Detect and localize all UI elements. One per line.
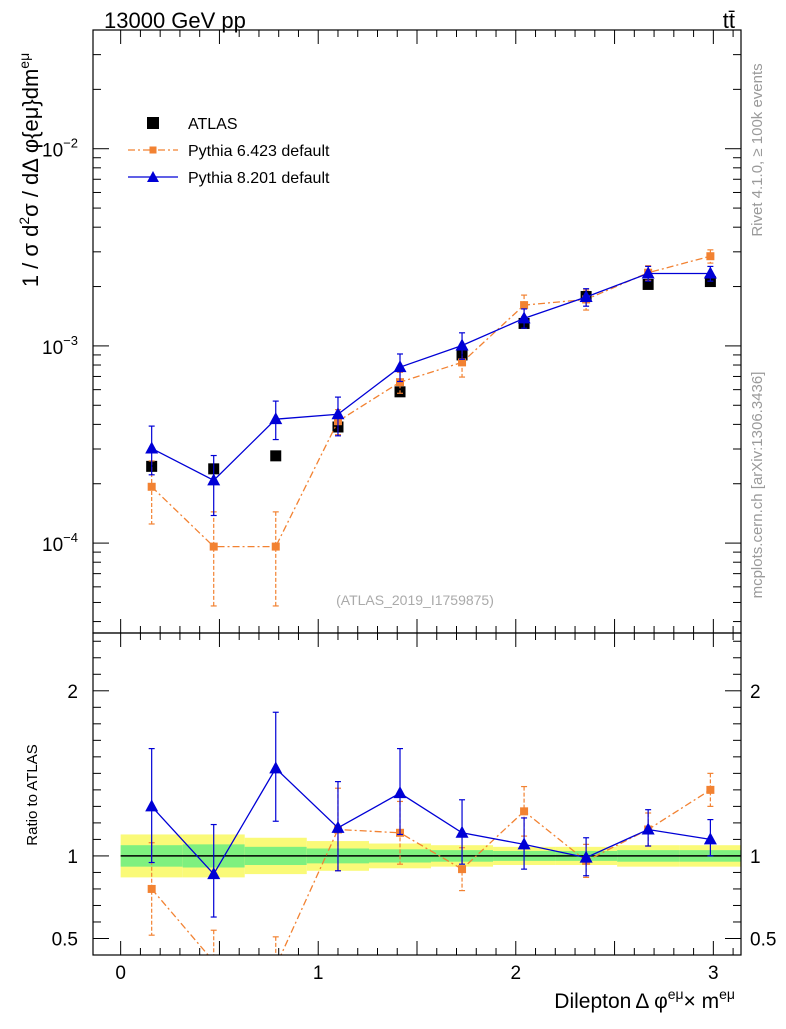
pythia8-point	[331, 407, 345, 420]
y-label-sup-emu: eμ	[16, 53, 32, 69]
pythia6-point	[458, 358, 467, 367]
pythia8-point	[207, 473, 221, 486]
main-y-tick-label: 10−2	[42, 136, 78, 162]
ratio-pythia8-point	[517, 837, 531, 850]
main-panel: 10−410−310−2 1 / σ d2σ / dΔ φ{eμ}dmeμ (A…	[16, 29, 742, 634]
atlas-data-point	[270, 450, 282, 462]
y-tick-base: 10	[42, 535, 63, 556]
ratio-pythia8-point	[331, 820, 345, 833]
ratio-pythia8-line	[151, 767, 711, 876]
x-label-part-b: Δ φ	[635, 990, 667, 1013]
x-label-part-a: Dilepton	[554, 990, 631, 1013]
pythia8-point	[579, 290, 593, 303]
legend-label-atlas: ATLAS	[188, 116, 238, 133]
pythia6-point	[396, 378, 405, 387]
ratio-pythia8-point	[455, 825, 469, 838]
ratio-plot-frame	[92, 632, 742, 956]
legend-label-pythia6: Pythia 6.423 default	[188, 143, 330, 160]
x-label-part-d: × m	[684, 990, 720, 1013]
y-label-part-c: σ / dΔ φ{eμ}dm	[18, 69, 43, 217]
x-label-sup-emu-1: eμ	[668, 986, 684, 1002]
ratio-y-ticks: 0.5 0.5 1 1 2 2	[52, 640, 776, 950]
ratio-y-tick-label-right: 0.5	[750, 929, 776, 950]
pythia8-point	[517, 311, 531, 324]
legend-marker-atlas	[147, 117, 159, 129]
ratio-y-tick-label-right: 1	[750, 847, 761, 868]
y-tick-exponent: −3	[63, 333, 78, 348]
ratio-pythia8-point	[269, 761, 283, 774]
ratio-series-clipped	[145, 711, 717, 971]
pythia8-point	[703, 266, 717, 279]
rivet-version-label: Rivet 4.1.0, ≥ 100k events	[749, 63, 766, 236]
y-tick-exponent: −4	[63, 530, 78, 545]
main-y-axis-label: 1 / σ d2σ / dΔ φ{eμ}dmeμ	[16, 53, 43, 287]
legend-label-pythia8: Pythia 8.201 default	[188, 170, 330, 187]
pythia6-point	[147, 482, 156, 491]
analysis-id-label: (ATLAS_2019_I1759875)	[336, 592, 494, 608]
ratio-x-ticks: 0 1 2 3	[115, 633, 734, 984]
ratio-pythia8-point	[145, 799, 159, 812]
ratio-pythia8-point	[393, 786, 407, 799]
legend-marker-pythia8	[147, 171, 159, 182]
y-tick-exponent: −2	[63, 136, 78, 151]
pythia8-point	[269, 412, 283, 425]
pythia8-point	[145, 441, 159, 454]
x-tick-label: 2	[510, 963, 521, 984]
pythia8-point	[641, 266, 655, 279]
main-y-ticks: 10−410−310−2	[42, 29, 741, 623]
pythia6-line	[151, 255, 711, 548]
pythia6-point	[271, 542, 280, 551]
y-label-part-a: 1 / σ d	[18, 225, 43, 288]
ratio-y-tick-label: 1	[67, 847, 78, 868]
ratio-pythia6-point	[458, 865, 467, 874]
x-tick-label: 0	[115, 963, 126, 984]
atlas-data-point	[642, 278, 654, 290]
pythia8-point	[455, 338, 469, 351]
pythia8-line	[151, 272, 711, 482]
ratio-y-tick-label-right: 2	[750, 682, 761, 703]
ratio-pythia6-point	[520, 807, 529, 816]
ratio-pythia6-point	[706, 785, 715, 794]
pythia6-point	[520, 301, 529, 310]
pythia8-point	[393, 360, 407, 373]
main-series-layer	[145, 249, 717, 607]
ratio-y-tick-label: 2	[67, 682, 78, 703]
ratio-pythia8-point	[207, 867, 221, 880]
ratio-series-layer	[145, 711, 717, 971]
mcplots-label: mcplots.cern.ch [arXiv:1306.3436]	[749, 372, 766, 599]
ratio-pythia8-point	[579, 850, 593, 863]
y-label-sup-2: 2	[16, 217, 32, 225]
main-x-ticks	[120, 30, 734, 633]
ratio-pythia6-line	[151, 789, 711, 955]
legend-marker-pythia6	[149, 146, 157, 154]
x-axis-label: Dilepton Δ φeμ× meμ	[554, 986, 735, 1013]
ratio-y-tick-label: 0.5	[52, 929, 78, 950]
ratio-pythia6-point	[272, 963, 280, 971]
ratio-panel: 0.5 0.5 1 1 2 2 0 1 2 3 Ratio to ATLAS Dilepton Δ…	[24, 632, 776, 1013]
header-process-label: tt̄	[723, 8, 735, 33]
main-y-tick-label: 10−3	[42, 333, 78, 359]
x-tick-label: 3	[708, 963, 719, 984]
x-label-sup-emu-2: eμ	[719, 986, 735, 1002]
ratio-pythia6-point	[147, 884, 156, 893]
ratio-y-axis-label: Ratio to ATLAS	[24, 744, 41, 845]
pythia6-point	[209, 542, 218, 551]
ratio-pythia6-point	[210, 958, 218, 966]
main-y-tick-label: 10−4	[42, 530, 78, 556]
ratio-pythia8-point	[703, 832, 717, 845]
y-tick-base: 10	[42, 141, 63, 162]
y-tick-base: 10	[42, 338, 63, 359]
header-energy-label: 13000 GeV pp	[104, 8, 246, 33]
legend: ATLAS Pythia 6.423 default Pythia 8.201 …	[128, 116, 330, 187]
pythia6-point	[706, 252, 715, 261]
ratio-pythia8-point	[641, 822, 655, 835]
x-tick-label: 1	[313, 963, 324, 984]
